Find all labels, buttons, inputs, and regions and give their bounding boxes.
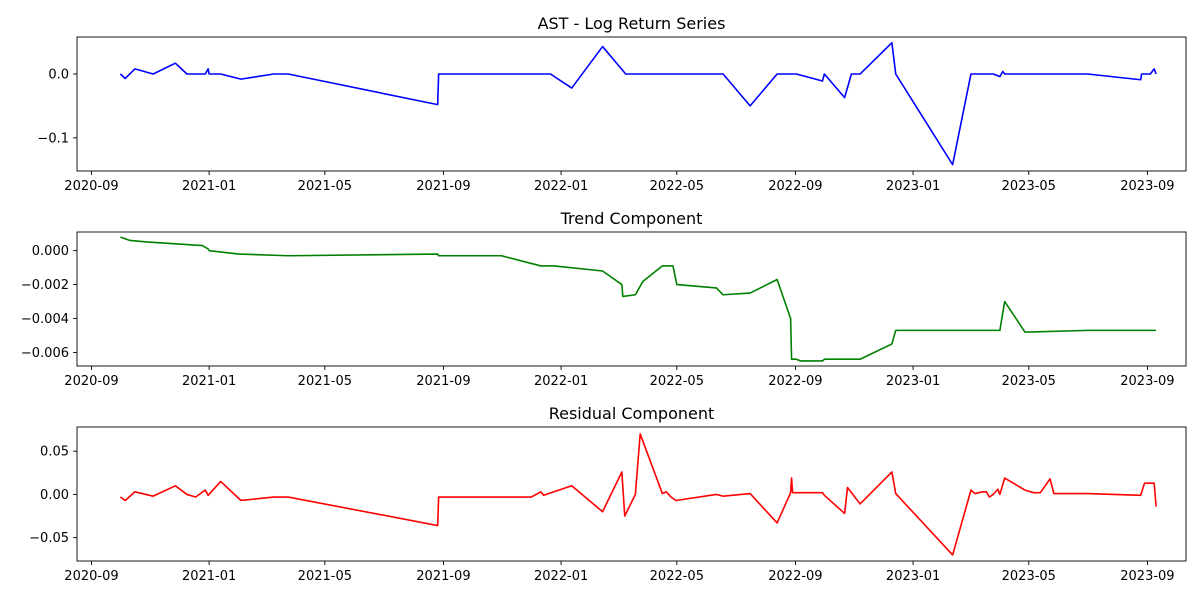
trend-xtick-label: 2020-09 xyxy=(64,374,118,389)
residual-xtick-label: 2022-09 xyxy=(768,569,822,584)
log-return-xtick-label: 2022-05 xyxy=(650,179,704,194)
trend-axes-frame xyxy=(76,231,1187,367)
trend-xtick-label: 2021-05 xyxy=(298,374,352,389)
residual-ytick-label: 0.00 xyxy=(40,488,69,503)
trend-xtick-label: 2022-09 xyxy=(768,374,822,389)
residual-xtick-label: 2020-09 xyxy=(64,569,118,584)
residual-panel: Residual Component 0.05 0.00 −0.05 2020-09 20… xyxy=(29,404,1187,584)
log-return-ytick-label: −0.1 xyxy=(37,131,69,146)
trend-xtick-label: 2023-01 xyxy=(886,374,940,389)
log-return-xtick-label: 2021-05 xyxy=(298,179,352,194)
residual-xtick-label: 2021-05 xyxy=(298,569,352,584)
trend-ytick-label: −0.004 xyxy=(21,312,69,327)
residual-xtick-label: 2023-01 xyxy=(886,569,940,584)
residual-series-line xyxy=(119,433,1157,556)
trend-xtick-label: 2022-05 xyxy=(650,374,704,389)
log-return-ytick-label: 0.0 xyxy=(48,68,69,83)
trend-ytick-label: −0.006 xyxy=(21,346,69,361)
residual-xtick-label: 2022-01 xyxy=(534,569,588,584)
trend-title: Trend Component xyxy=(560,209,703,228)
trend-ytick-label: 0.000 xyxy=(32,244,69,259)
residual-title: Residual Component xyxy=(549,404,715,423)
trend-series-line xyxy=(120,236,1157,362)
log-return-title: AST - Log Return Series xyxy=(538,14,726,33)
log-return-xtick-label: 2023-01 xyxy=(886,179,940,194)
log-return-xtick-label: 2021-09 xyxy=(416,179,470,194)
trend-panel: Trend Component 0.000 −0.002 −0.004 −0.006 20… xyxy=(21,209,1187,389)
residual-xtick-label: 2023-09 xyxy=(1120,569,1174,584)
log-return-xtick-label: 2022-01 xyxy=(534,179,588,194)
residual-xtick-label: 2021-01 xyxy=(182,569,236,584)
trend-ytick-label: −0.002 xyxy=(21,278,69,293)
residual-xtick-label: 2021-09 xyxy=(416,569,470,584)
log-return-xtick-label: 2023-09 xyxy=(1120,179,1174,194)
log-return-xtick-label: 2020-09 xyxy=(64,179,118,194)
log-return-series-line xyxy=(119,41,1157,166)
trend-xtick-label: 2023-09 xyxy=(1120,374,1174,389)
log-return-panel: AST - Log Return Series 0.0 −0.1 2020-09 202… xyxy=(37,14,1187,194)
residual-xtick-label: 2023-05 xyxy=(1002,569,1056,584)
residual-ytick-label: 0.05 xyxy=(40,445,69,460)
trend-xtick-label: 2021-09 xyxy=(416,374,470,389)
log-return-xtick-label: 2021-01 xyxy=(182,179,236,194)
log-return-axes-frame xyxy=(76,36,1187,172)
trend-xtick-label: 2021-01 xyxy=(182,374,236,389)
trend-xtick-label: 2023-05 xyxy=(1002,374,1056,389)
residual-xtick-label: 2022-05 xyxy=(650,569,704,584)
log-return-xtick-label: 2023-05 xyxy=(1002,179,1056,194)
residual-ytick-label: −0.05 xyxy=(29,531,69,546)
trend-xtick-label: 2022-01 xyxy=(534,374,588,389)
log-return-xtick-label: 2022-09 xyxy=(768,179,822,194)
